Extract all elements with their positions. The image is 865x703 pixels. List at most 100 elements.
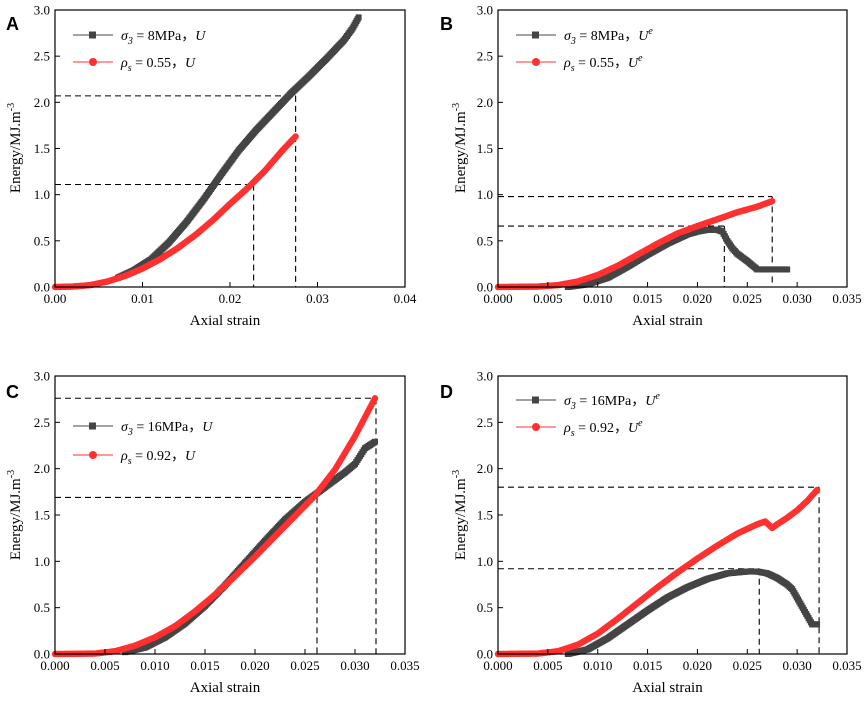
data-point	[372, 438, 378, 445]
data-point	[784, 266, 791, 273]
y-tick-label: 0.0	[34, 280, 50, 295]
panel-letter: A	[6, 14, 19, 34]
x-tick-label: 0.005	[533, 291, 562, 306]
y-tick-label: 1.5	[34, 141, 50, 156]
y-tick-label: 0.0	[477, 280, 493, 295]
series-line	[55, 136, 296, 288]
series-red	[51, 395, 379, 658]
data-point	[292, 133, 299, 140]
x-tick-label: 0.025	[733, 291, 762, 306]
y-tick-label: 0.0	[477, 647, 493, 662]
x-tick-label: 0.030	[783, 291, 812, 306]
y-tick-label: 3.0	[34, 3, 50, 18]
y-tick-label: 0.0	[34, 647, 50, 662]
legend-marker	[532, 58, 540, 66]
y-tick-label: 1.5	[477, 141, 493, 156]
x-tick-label: 0.00	[44, 291, 67, 306]
legend-label: σ3 = 16MPa，U	[121, 420, 213, 438]
y-tick-label: 1.0	[34, 554, 50, 569]
chart-panel-a: A 0.00 0.01 0.02 0.03 0.04 0.0 0.5 1.0 1.5 2.0 2.5 3…	[6, 3, 417, 330]
legend-marker	[89, 451, 97, 459]
x-tick-label: 0.020	[240, 658, 269, 673]
y-tick-label: 2.0	[477, 461, 493, 476]
x-tick-label: 0.025	[290, 658, 319, 673]
legend-marker	[89, 31, 96, 39]
chart-panel-c: C0.000 0.005 0.010 0.015 0.020 0.025 0.030 0.03…	[6, 369, 420, 697]
y-tick-label: 2.5	[477, 49, 493, 64]
plot-frame	[54, 9, 406, 288]
y-axis-title: Energy/MJ.m-3	[451, 103, 469, 193]
x-tick-label: 0.015	[633, 658, 662, 673]
y-tick-label: 3.0	[34, 369, 50, 384]
legend-entry: σ3 = 8MPa，Ue	[516, 26, 653, 47]
y-axis-title: Energy/MJ.m-3	[6, 103, 24, 193]
data-point	[769, 197, 776, 205]
series-black	[122, 438, 378, 656]
x-tick-label: 0.030	[783, 658, 812, 673]
data-point	[371, 395, 379, 402]
x-tick-label: 0.015	[633, 291, 662, 306]
x-tick-label: 0.04	[394, 291, 417, 306]
x-axis-title: Axial strain	[190, 313, 261, 329]
x-tick-label: 0.035	[832, 291, 861, 306]
x-tick-label: 0.005	[533, 658, 562, 673]
y-axis-title: Energy/MJ.m-3	[6, 470, 24, 560]
x-axis-title: Axial strain	[190, 680, 261, 696]
plot-frame	[54, 375, 406, 655]
x-tick-label: 0.015	[190, 658, 219, 673]
legend-label: ρs = 0.55，Ue	[563, 53, 643, 74]
legend-label: ρs = 0.92，U	[120, 449, 196, 467]
legend-entry: ρs = 0.92，Ue	[516, 418, 643, 439]
legend-entry: σ3 = 16MPa，Ue	[516, 391, 660, 412]
y-tick-label: 1.5	[477, 508, 493, 523]
y-tick-label: 1.5	[34, 508, 50, 523]
x-tick-label: 0.000	[483, 291, 512, 306]
x-tick-label: 0.010	[583, 291, 612, 306]
series-black	[115, 14, 362, 281]
x-tick-label: 0.03	[306, 291, 329, 306]
legend-marker	[89, 58, 97, 66]
chart-panel-d: D0.000 0.005 0.010 0.015 0.020 0.025 0.030 0.03…	[440, 369, 862, 697]
y-tick-label: 0.5	[477, 233, 493, 248]
chart-panel-b: B0.000 0.005 0.010 0.015 0.020 0.025 0.030 0.03…	[440, 3, 862, 330]
series-black	[564, 568, 821, 657]
series-red	[494, 486, 821, 658]
legend-marker	[532, 396, 539, 404]
x-tick-label: 0.020	[683, 291, 712, 306]
x-tick-label: 0.020	[683, 658, 712, 673]
legend-label: σ3 = 8MPa，Ue	[564, 26, 653, 47]
legend-entry: ρs = 0.55，Ue	[516, 53, 643, 74]
y-tick-label: 3.0	[477, 369, 493, 384]
x-tick-label: 0.010	[140, 658, 169, 673]
x-tick-label: 0.000	[40, 658, 69, 673]
legend-label: σ3 = 16MPa，Ue	[564, 391, 660, 412]
legend-entry: σ3 = 16MPa，U	[73, 420, 213, 438]
data-point	[813, 486, 821, 494]
data-point	[355, 14, 362, 21]
legend-marker	[532, 31, 539, 39]
legend-marker	[532, 423, 540, 431]
x-axis-title: Axial strain	[632, 313, 703, 329]
y-tick-label: 2.0	[477, 95, 493, 110]
y-tick-label: 3.0	[477, 3, 493, 18]
series-black	[564, 226, 791, 290]
y-axis-title: Energy/MJ.m-3	[451, 470, 469, 560]
x-tick-label: 0.01	[131, 291, 154, 306]
y-tick-label: 0.5	[34, 600, 50, 615]
y-tick-label: 2.0	[34, 95, 50, 110]
legend-entry: ρs = 0.55，U	[73, 56, 196, 74]
series-line	[55, 397, 376, 655]
x-tick-label: 0.02	[219, 291, 242, 306]
y-tick-label: 2.5	[477, 415, 493, 430]
panel-letter: D	[440, 382, 453, 402]
y-tick-label: 1.0	[477, 554, 493, 569]
x-tick-label: 0.030	[340, 658, 369, 673]
panel-letter: C	[6, 382, 19, 402]
x-axis-title: Axial strain	[632, 680, 703, 696]
legend-label: ρs = 0.92，Ue	[563, 418, 643, 439]
data-point	[814, 621, 821, 628]
y-tick-label: 0.5	[477, 600, 493, 615]
legend-marker	[89, 422, 96, 430]
y-tick-label: 0.5	[34, 233, 50, 248]
x-tick-label: 0.025	[733, 658, 762, 673]
